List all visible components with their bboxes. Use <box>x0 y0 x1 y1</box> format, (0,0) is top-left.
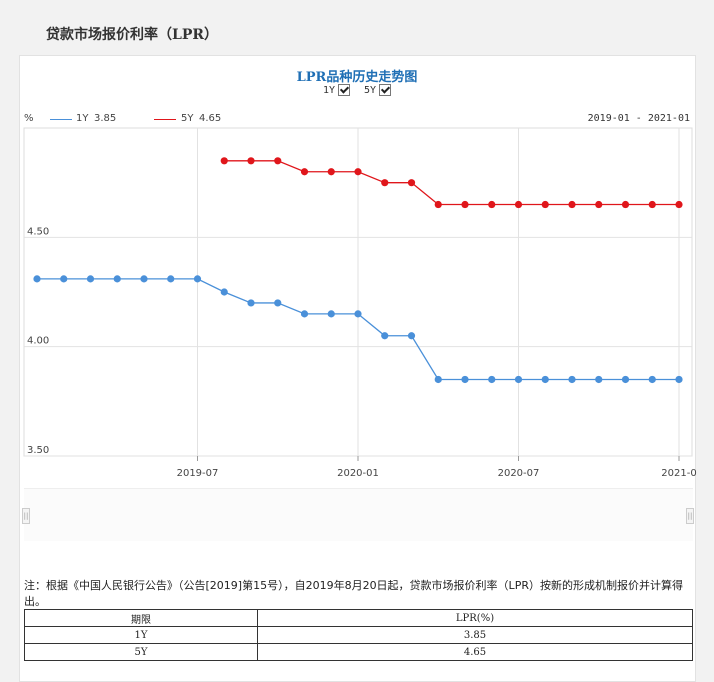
range-navigator[interactable] <box>24 488 693 541</box>
legend-name-5y: 5Y <box>181 113 194 124</box>
cell-rate: 3.85 <box>257 626 693 644</box>
page-title: 贷款市场报价利率（LPR） <box>46 27 219 43</box>
data-point-5y <box>300 168 309 176</box>
data-point-1y <box>300 310 309 318</box>
data-point-1y <box>60 275 68 283</box>
data-point-5y <box>488 200 496 209</box>
data-point-5y <box>568 200 576 209</box>
data-point-5y <box>247 157 255 165</box>
data-point-5y <box>648 200 656 209</box>
data-point-5y <box>595 200 603 209</box>
data-point-1y <box>514 375 523 384</box>
data-point-1y <box>381 332 389 340</box>
data-point-1y <box>568 375 576 384</box>
table-row: 5Y 4.65 <box>24 643 693 661</box>
toggle-5y[interactable]: 5Y <box>364 84 392 96</box>
navigator-right-handle[interactable]: || <box>686 508 694 524</box>
y-tick-label: 4.00 <box>27 336 49 347</box>
x-tick-label: 2020-01 <box>337 468 379 479</box>
y-tick-label: 3.50 <box>27 445 49 456</box>
data-point-1y <box>488 375 496 384</box>
data-point-1y <box>86 275 95 283</box>
data-point-1y <box>595 375 603 384</box>
data-point-5y <box>541 200 549 209</box>
data-point-5y <box>461 200 469 209</box>
data-point-1y <box>140 275 148 283</box>
data-point-1y <box>461 375 469 384</box>
legend-swatch-5y <box>154 119 176 120</box>
data-point-1y <box>247 299 255 307</box>
legend-value-1y: 3.85 <box>94 113 117 124</box>
x-tick-label: 2019-07 <box>177 468 219 479</box>
data-point-5y <box>407 179 416 187</box>
data-point-1y <box>621 375 630 384</box>
data-point-1y <box>354 310 362 318</box>
rates-table: 期限 LPR(%) 1Y 3.85 5Y 4.65 <box>24 609 693 661</box>
x-tick-label: 2020-07 <box>498 468 540 479</box>
data-point-5y <box>675 200 683 209</box>
toggle-1y-label: 1Y <box>322 84 335 96</box>
legend-name-1y: 1Y <box>76 113 89 124</box>
data-point-5y <box>434 200 442 209</box>
data-point-1y <box>648 375 656 384</box>
data-point-5y <box>381 179 389 187</box>
header-lpr: LPR(%) <box>257 609 693 627</box>
data-point-5y <box>514 200 523 209</box>
data-point-1y <box>407 332 416 340</box>
data-point-1y <box>167 275 175 283</box>
table-header-row: 期限 LPR(%) <box>24 609 693 627</box>
toggle-1y[interactable]: 1Y <box>323 84 350 96</box>
cell-rate: 4.65 <box>257 643 693 661</box>
data-point-1y <box>541 375 549 384</box>
data-point-5y <box>327 168 335 176</box>
chart-title: LPR品种历史走势图 <box>296 70 418 85</box>
legend-swatch-1y <box>50 119 72 120</box>
data-point-1y <box>193 275 202 283</box>
data-point-1y <box>675 375 683 384</box>
header-term: 期限 <box>24 609 258 627</box>
data-point-1y <box>220 288 228 296</box>
y-tick-label: 4.50 <box>27 226 49 237</box>
navigator-left-handle[interactable]: || <box>22 508 30 524</box>
date-range: 2019-01 - 2021-01 <box>587 113 690 124</box>
unit-label: % <box>24 113 34 124</box>
data-point-5y <box>274 157 282 165</box>
data-point-1y <box>327 310 335 318</box>
footnote: 注：根据《中国人民银行公告》（公告[2019]第15号），自2019年8月20日… <box>24 579 683 608</box>
data-point-1y <box>33 275 41 283</box>
data-point-5y <box>621 200 630 209</box>
x-tick-label: 2021-0 <box>661 468 696 479</box>
cell-term: 1Y <box>24 626 258 644</box>
data-point-1y <box>434 375 442 384</box>
toggle-5y-label: 5Y <box>364 84 377 96</box>
table-row: 1Y 3.85 <box>24 626 693 644</box>
checkbox-1y[interactable] <box>337 84 350 96</box>
checkbox-5y[interactable] <box>379 84 392 96</box>
cell-term: 5Y <box>24 643 258 661</box>
data-point-5y <box>354 168 362 176</box>
data-point-5y <box>220 157 228 165</box>
data-point-1y <box>274 299 282 307</box>
data-point-1y <box>113 275 121 283</box>
series-toggles: 1Y 5Y <box>0 84 714 96</box>
series-line-5y <box>224 160 679 206</box>
legend-value-5y: 4.65 <box>199 113 222 124</box>
